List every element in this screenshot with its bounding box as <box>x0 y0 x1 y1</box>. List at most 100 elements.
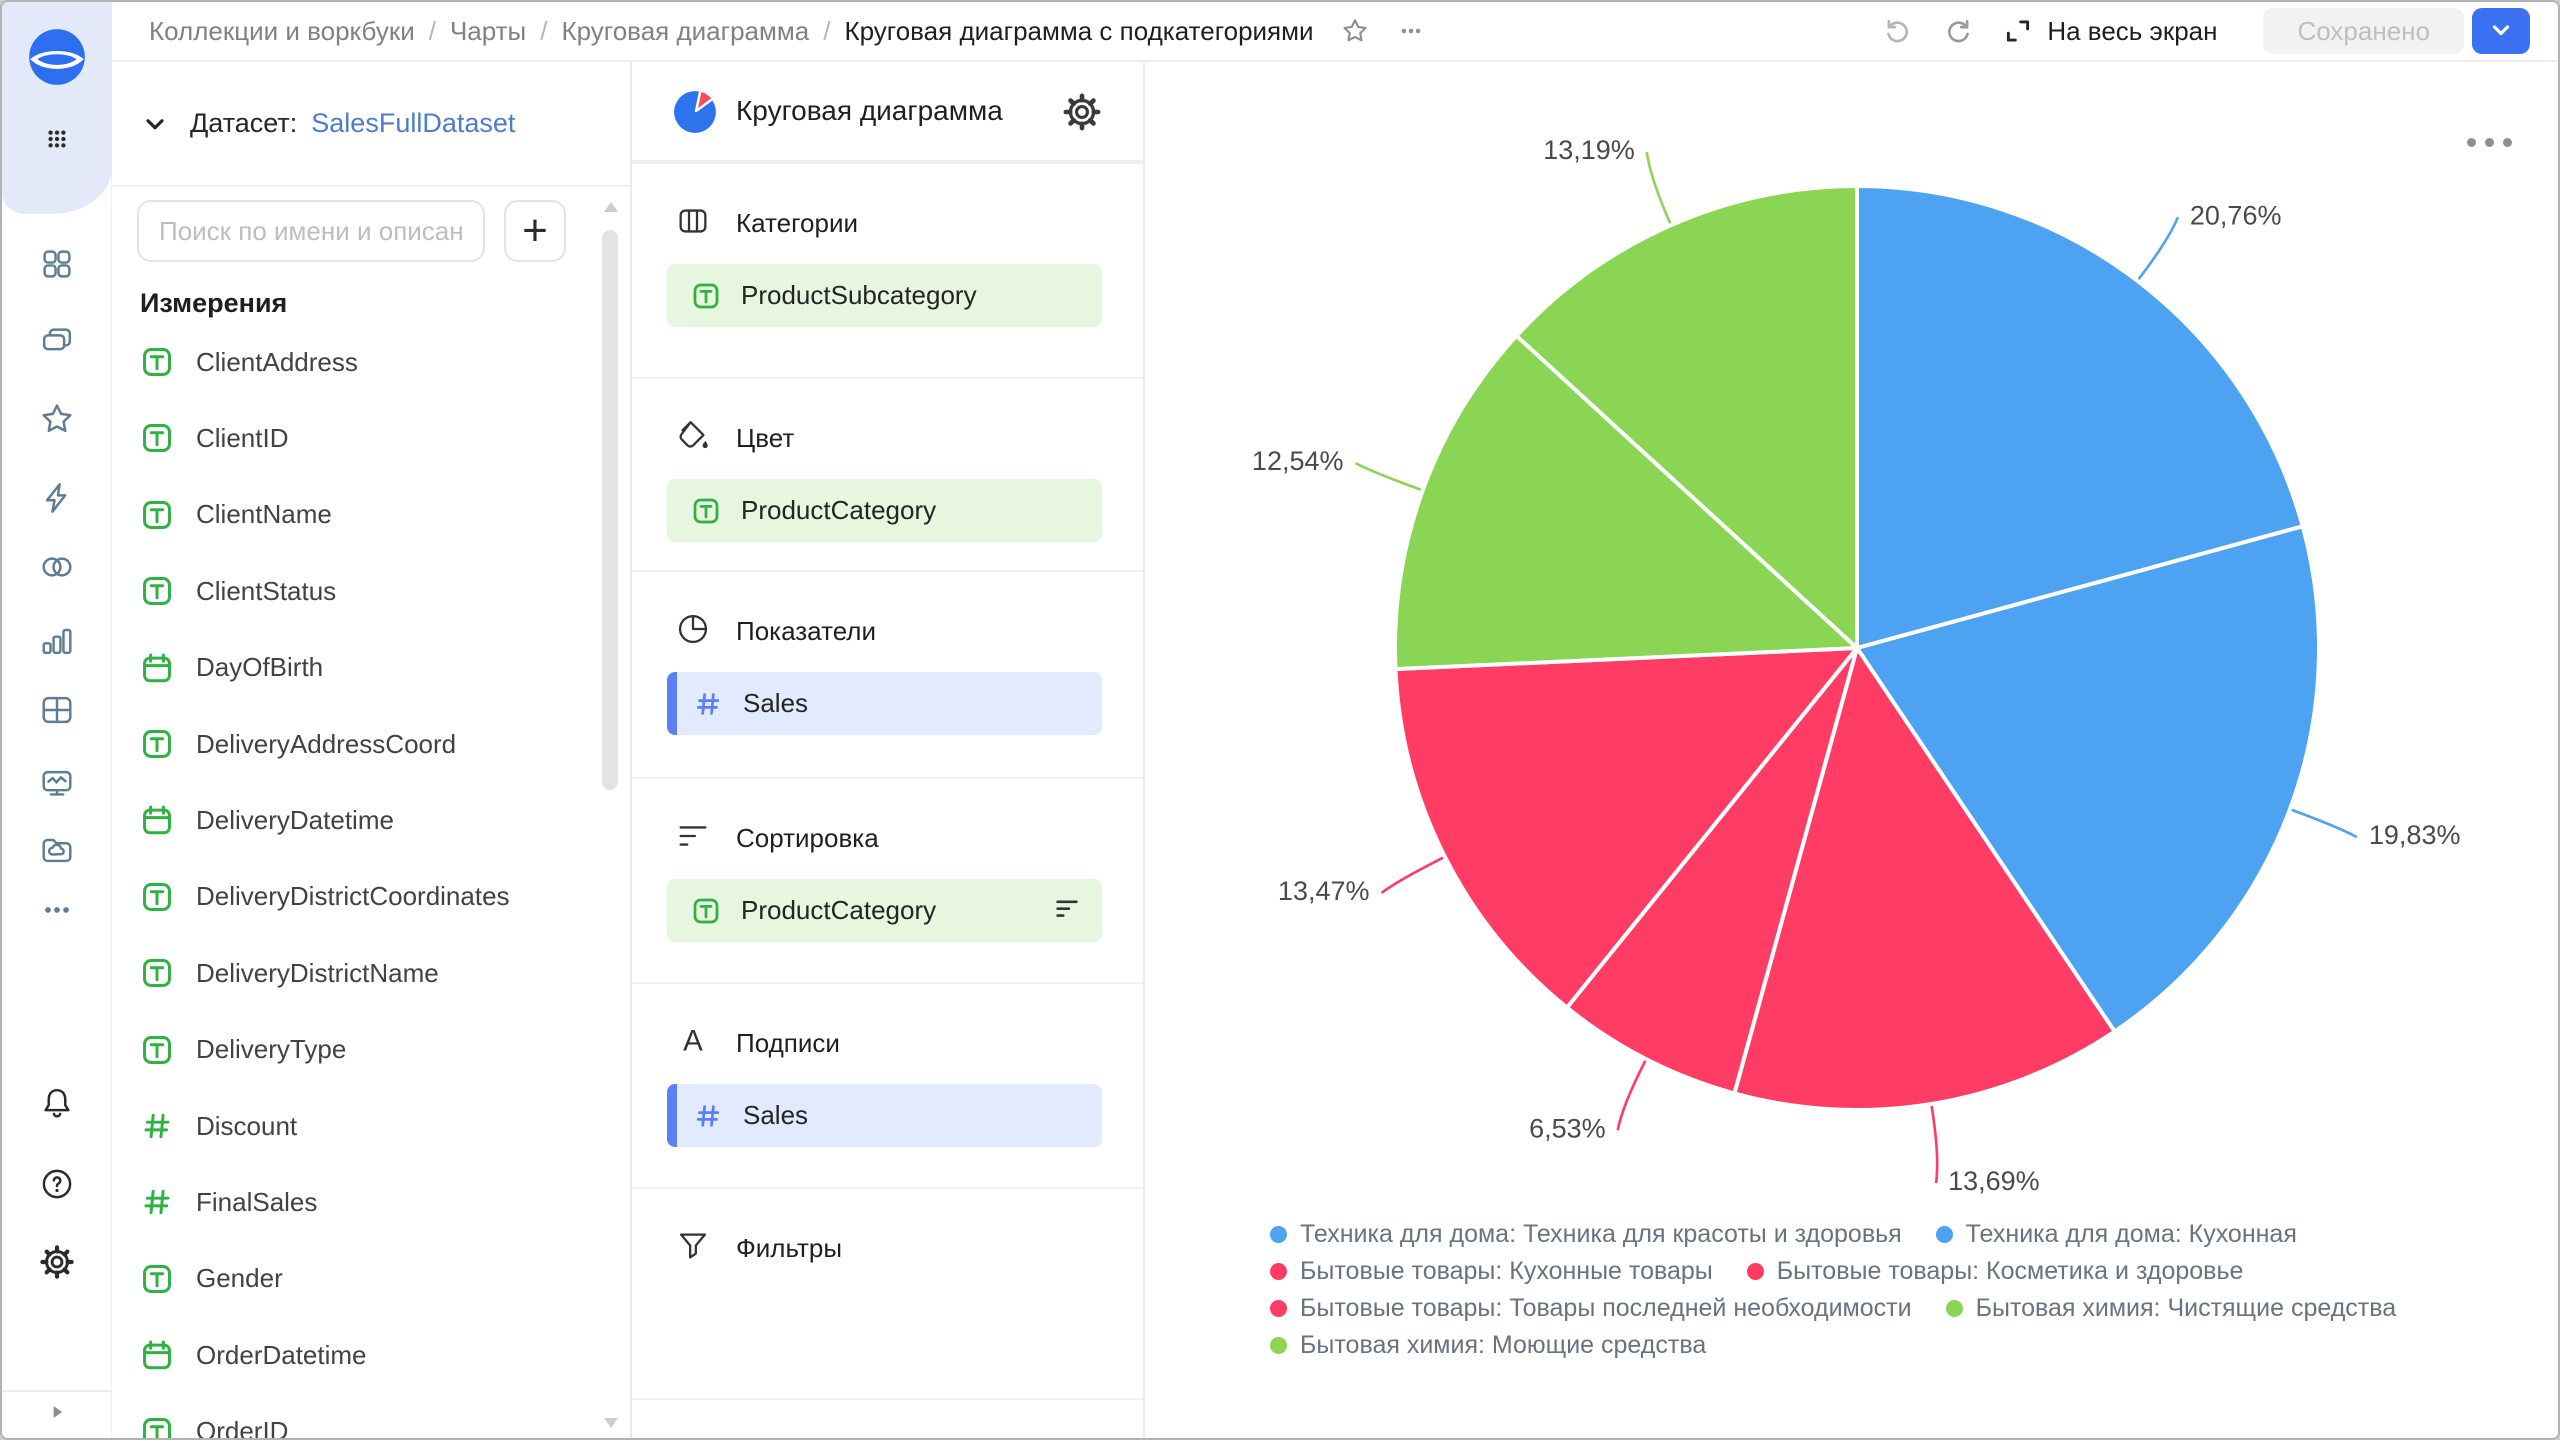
scroll-down-icon[interactable] <box>604 1418 618 1428</box>
search-input[interactable] <box>137 200 485 262</box>
datasets-icon[interactable] <box>38 548 76 586</box>
field-item-OrderID[interactable]: OrderID <box>112 1394 608 1438</box>
section-title: Показатели <box>736 616 876 646</box>
help-icon[interactable] <box>38 1165 76 1203</box>
field-item-DeliveryDistrictName[interactable]: DeliveryDistrictName <box>112 935 608 1011</box>
legend-item[interactable]: Бытовые товары: Товары последней необход… <box>1270 1294 1912 1323</box>
pie-slice[interactable] <box>1564 646 1859 1096</box>
add-field-button[interactable]: + <box>504 200 566 262</box>
legend-item[interactable]: Бытовая химия: Моющие средства <box>1270 1331 1706 1360</box>
field-item-ClientID[interactable]: ClientID <box>112 400 608 476</box>
legend-item[interactable]: Техника для дома: Кухонная <box>1935 1220 2297 1249</box>
section-title: Сортировка <box>736 823 879 853</box>
legend-label: Бытовая химия: Чистящие средства <box>1975 1294 2397 1322</box>
chip-ProductSubcategory[interactable]: ProductSubcategory <box>667 264 1102 327</box>
storage-icon[interactable] <box>38 831 76 869</box>
expand-panel-icon[interactable] <box>42 1397 72 1427</box>
pie-slice[interactable] <box>1514 184 1859 650</box>
save-dropdown-button[interactable] <box>2472 8 2530 54</box>
breadcrumb: Коллекции и воркбуки / Чарты / Круговая диаг… <box>149 16 1314 47</box>
fullscreen-icon[interactable] <box>2003 16 2033 46</box>
scroll-up-icon[interactable] <box>604 202 618 212</box>
field-item-Discount[interactable]: Discount <box>112 1088 608 1164</box>
field-item-DeliveryType[interactable]: DeliveryType <box>112 1012 608 1088</box>
collections-icon[interactable] <box>38 323 76 361</box>
section-категории: Категории ProductSubcategory <box>632 162 1143 377</box>
field-item-ClientStatus[interactable]: ClientStatus <box>112 553 608 629</box>
pie-slice[interactable] <box>1855 524 2322 1034</box>
scrollbar-thumb[interactable] <box>602 230 618 790</box>
dataset-header[interactable]: Датасет: SalesFullDataset <box>112 62 630 187</box>
pie-slice[interactable] <box>1393 646 1859 1010</box>
legend-item[interactable]: Бытовые товары: Косметика и здоровье <box>1746 1257 2244 1286</box>
field-item-Gender[interactable]: Gender <box>112 1241 608 1317</box>
field-item-OrderDatetime[interactable]: OrderDatetime <box>112 1317 608 1393</box>
label-leader-line <box>2291 808 2358 839</box>
pie-slice[interactable] <box>1732 646 2117 1112</box>
sort-order-icon[interactable] <box>1052 893 1082 928</box>
field-item-DayOfBirth[interactable]: DayOfBirth <box>112 630 608 706</box>
number-type-icon <box>693 1101 723 1131</box>
quick-actions-icon[interactable] <box>38 479 76 517</box>
save-button[interactable]: Сохранено <box>2263 8 2464 54</box>
label-leader-line <box>1616 1060 1647 1131</box>
settings-icon[interactable] <box>38 1243 76 1281</box>
field-item-DeliveryAddressCoord[interactable]: DeliveryAddressCoord <box>112 706 608 782</box>
label-leader-line <box>1354 461 1422 491</box>
more-options-icon[interactable] <box>1396 16 1426 46</box>
chip-ProductCategory[interactable]: ProductCategory <box>667 879 1102 942</box>
topbar-actions: На весь экран Сохранено <box>1853 8 2530 54</box>
legend-label: Бытовые товары: Косметика и здоровье <box>1776 1257 2244 1285</box>
chip-Sales[interactable]: Sales <box>667 1084 1102 1147</box>
scrollbar[interactable] <box>602 202 618 1428</box>
redo-icon[interactable] <box>1943 16 1973 46</box>
notifications-icon[interactable] <box>38 1084 76 1122</box>
chart-config-panel: Круговая диаграмма Категории ProductSubca… <box>632 62 1145 1438</box>
tables-icon[interactable] <box>38 691 76 729</box>
breadcrumb-link[interactable]: Коллекции и воркбуки <box>149 15 415 46</box>
field-label: ClientName <box>196 499 332 530</box>
breadcrumb-link[interactable]: Круговая диаграмма <box>561 15 810 46</box>
section-фильтры: Фильтры <box>632 1187 1143 1398</box>
field-label: DeliveryDistrictCoordinates <box>196 881 510 912</box>
charts-icon[interactable] <box>38 621 76 659</box>
field-label: OrderID <box>196 1416 289 1438</box>
chip-ProductCategory[interactable]: ProductCategory <box>667 479 1102 542</box>
field-item-DeliveryDistrictCoordinates[interactable]: DeliveryDistrictCoordinates <box>112 859 608 935</box>
field-item-DeliveryDatetime[interactable]: DeliveryDatetime <box>112 782 608 858</box>
string-type-icon <box>140 880 174 914</box>
pie-chart[interactable]: 20,76% 19,83% 13,69% 6,53% 13,47% 12,54% 13,19… <box>1147 62 2560 1440</box>
dataset-label: Датасет: <box>190 108 298 138</box>
fields-list: ClientAddress ClientID ClientName ClientSta… <box>112 324 608 1438</box>
legend-item[interactable]: Бытовые товары: Кухонные товары <box>1270 1257 1713 1286</box>
field-item-FinalSales[interactable]: FinalSales <box>112 1164 608 1240</box>
datalens-logo-icon[interactable] <box>28 28 86 86</box>
apps-grid-icon[interactable] <box>41 123 73 155</box>
chart-more-menu-icon[interactable] <box>2467 138 2512 147</box>
breadcrumb-link[interactable]: Чарты <box>449 15 527 46</box>
section-цвет: Цвет ProductCategory <box>632 377 1143 570</box>
label-leader-line <box>2137 216 2180 280</box>
fullscreen-label[interactable]: На весь экран <box>2047 15 2218 46</box>
field-item-ClientName[interactable]: ClientName <box>112 477 608 553</box>
chart-settings-gear-icon[interactable] <box>1061 91 1103 138</box>
chip-Sales[interactable]: Sales <box>667 672 1102 735</box>
pie-slice[interactable] <box>1393 333 1859 672</box>
chip-label: ProductSubcategory <box>741 280 977 310</box>
more-icon[interactable] <box>38 891 76 929</box>
legend-item[interactable]: Бытовая химия: Чистящие средства <box>1945 1294 2397 1323</box>
chart-type-header: Круговая диаграмма <box>632 62 1143 162</box>
section-title: Категории <box>736 208 858 238</box>
undo-icon[interactable] <box>1883 16 1913 46</box>
field-item-ClientAddress[interactable]: ClientAddress <box>112 324 608 400</box>
dashboards-icon[interactable] <box>38 245 76 283</box>
breadcrumb-current-page: Круговая диаграмма с подкатегориями <box>844 15 1314 46</box>
favorites-icon[interactable] <box>38 400 76 438</box>
pie-slice[interactable] <box>1855 184 2305 650</box>
monitoring-icon[interactable] <box>38 765 76 803</box>
favorite-star-icon[interactable] <box>1340 16 1370 46</box>
field-label: DayOfBirth <box>196 652 324 683</box>
legend-item[interactable]: Техника для дома: Техника для красоты и … <box>1270 1220 1902 1249</box>
number-type-icon <box>140 1185 174 1219</box>
dataset-name-link[interactable]: SalesFullDataset <box>311 108 516 138</box>
